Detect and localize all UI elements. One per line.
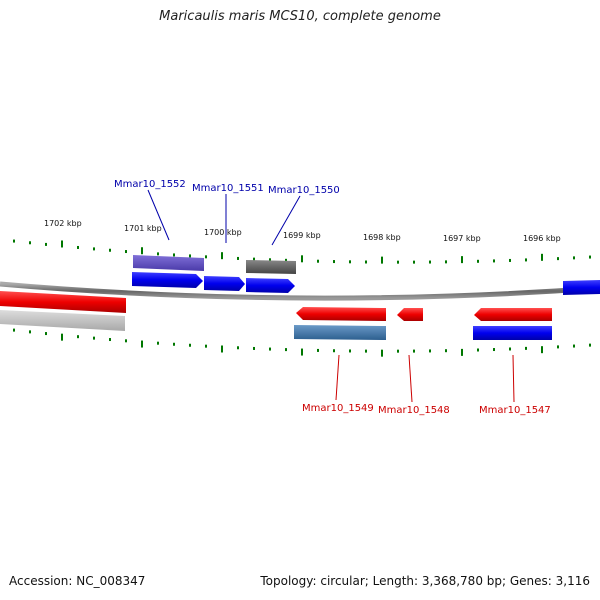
gene-mmar10-1549[interactable]	[296, 307, 386, 321]
gene-mmar10-1552[interactable]	[132, 272, 203, 288]
gene-left-reverse[interactable]	[0, 291, 126, 313]
gene-label-1547[interactable]: Mmar10_1547	[479, 405, 551, 416]
gene-label-1549[interactable]: Mmar10_1549	[302, 403, 374, 414]
feature-blue-reverse[interactable]	[473, 326, 552, 340]
leader-1552	[147, 189, 170, 241]
feature-purple[interactable]	[133, 255, 204, 271]
tick-row-top	[13, 239, 591, 264]
tick-label-1702: 1702 kbp	[44, 219, 82, 228]
tick-label-1700: 1700 kbp	[204, 228, 242, 237]
gene-label-1551[interactable]: Mmar10_1551	[192, 183, 264, 194]
genome-title: Maricaulis maris MCS10, complete genome	[159, 9, 441, 24]
genome-backbone	[0, 281, 600, 301]
genome-summary-text: Topology: circular; Length: 3,368,780 bp…	[260, 574, 590, 588]
gene-mmar10-1547[interactable]	[474, 308, 552, 321]
gene-label-1552[interactable]: Mmar10_1552	[114, 179, 186, 190]
gene-label-1550[interactable]: Mmar10_1550	[268, 185, 340, 196]
label-leaders	[147, 189, 515, 403]
gene-right-forward[interactable]	[563, 280, 600, 295]
tick-label-1701: 1701 kbp	[124, 224, 162, 233]
feature-gray[interactable]	[246, 260, 296, 274]
gene-mmar10-1550[interactable]	[246, 278, 295, 293]
tick-label-1699: 1699 kbp	[283, 231, 321, 240]
tick-label-1698: 1698 kbp	[363, 233, 401, 242]
tick-label-1696: 1696 kbp	[523, 234, 561, 243]
leader-1547	[512, 354, 515, 403]
reverse-features	[0, 291, 552, 340]
accession-text: Accession: NC_008347	[9, 574, 146, 588]
tick-row-bottom	[13, 328, 591, 357]
leader-1549	[335, 354, 340, 401]
gene-label-1548[interactable]: Mmar10_1548	[378, 405, 450, 416]
tick-label-1697: 1697 kbp	[443, 234, 481, 243]
leader-1550	[271, 195, 301, 246]
axis-labels: 1702 kbp 1701 kbp 1700 kbp 1699 kbp 1698…	[44, 219, 561, 243]
gene-mmar10-1548[interactable]	[397, 308, 423, 321]
gene-mmar10-1551[interactable]	[204, 276, 245, 291]
leader-1548	[408, 354, 413, 403]
feature-steel[interactable]	[294, 325, 386, 340]
forward-features	[132, 255, 600, 295]
gene-labels: Mmar10_1552 Mmar10_1551 Mmar10_1550 Mmar…	[114, 179, 551, 416]
feature-light-gray[interactable]	[0, 310, 125, 331]
